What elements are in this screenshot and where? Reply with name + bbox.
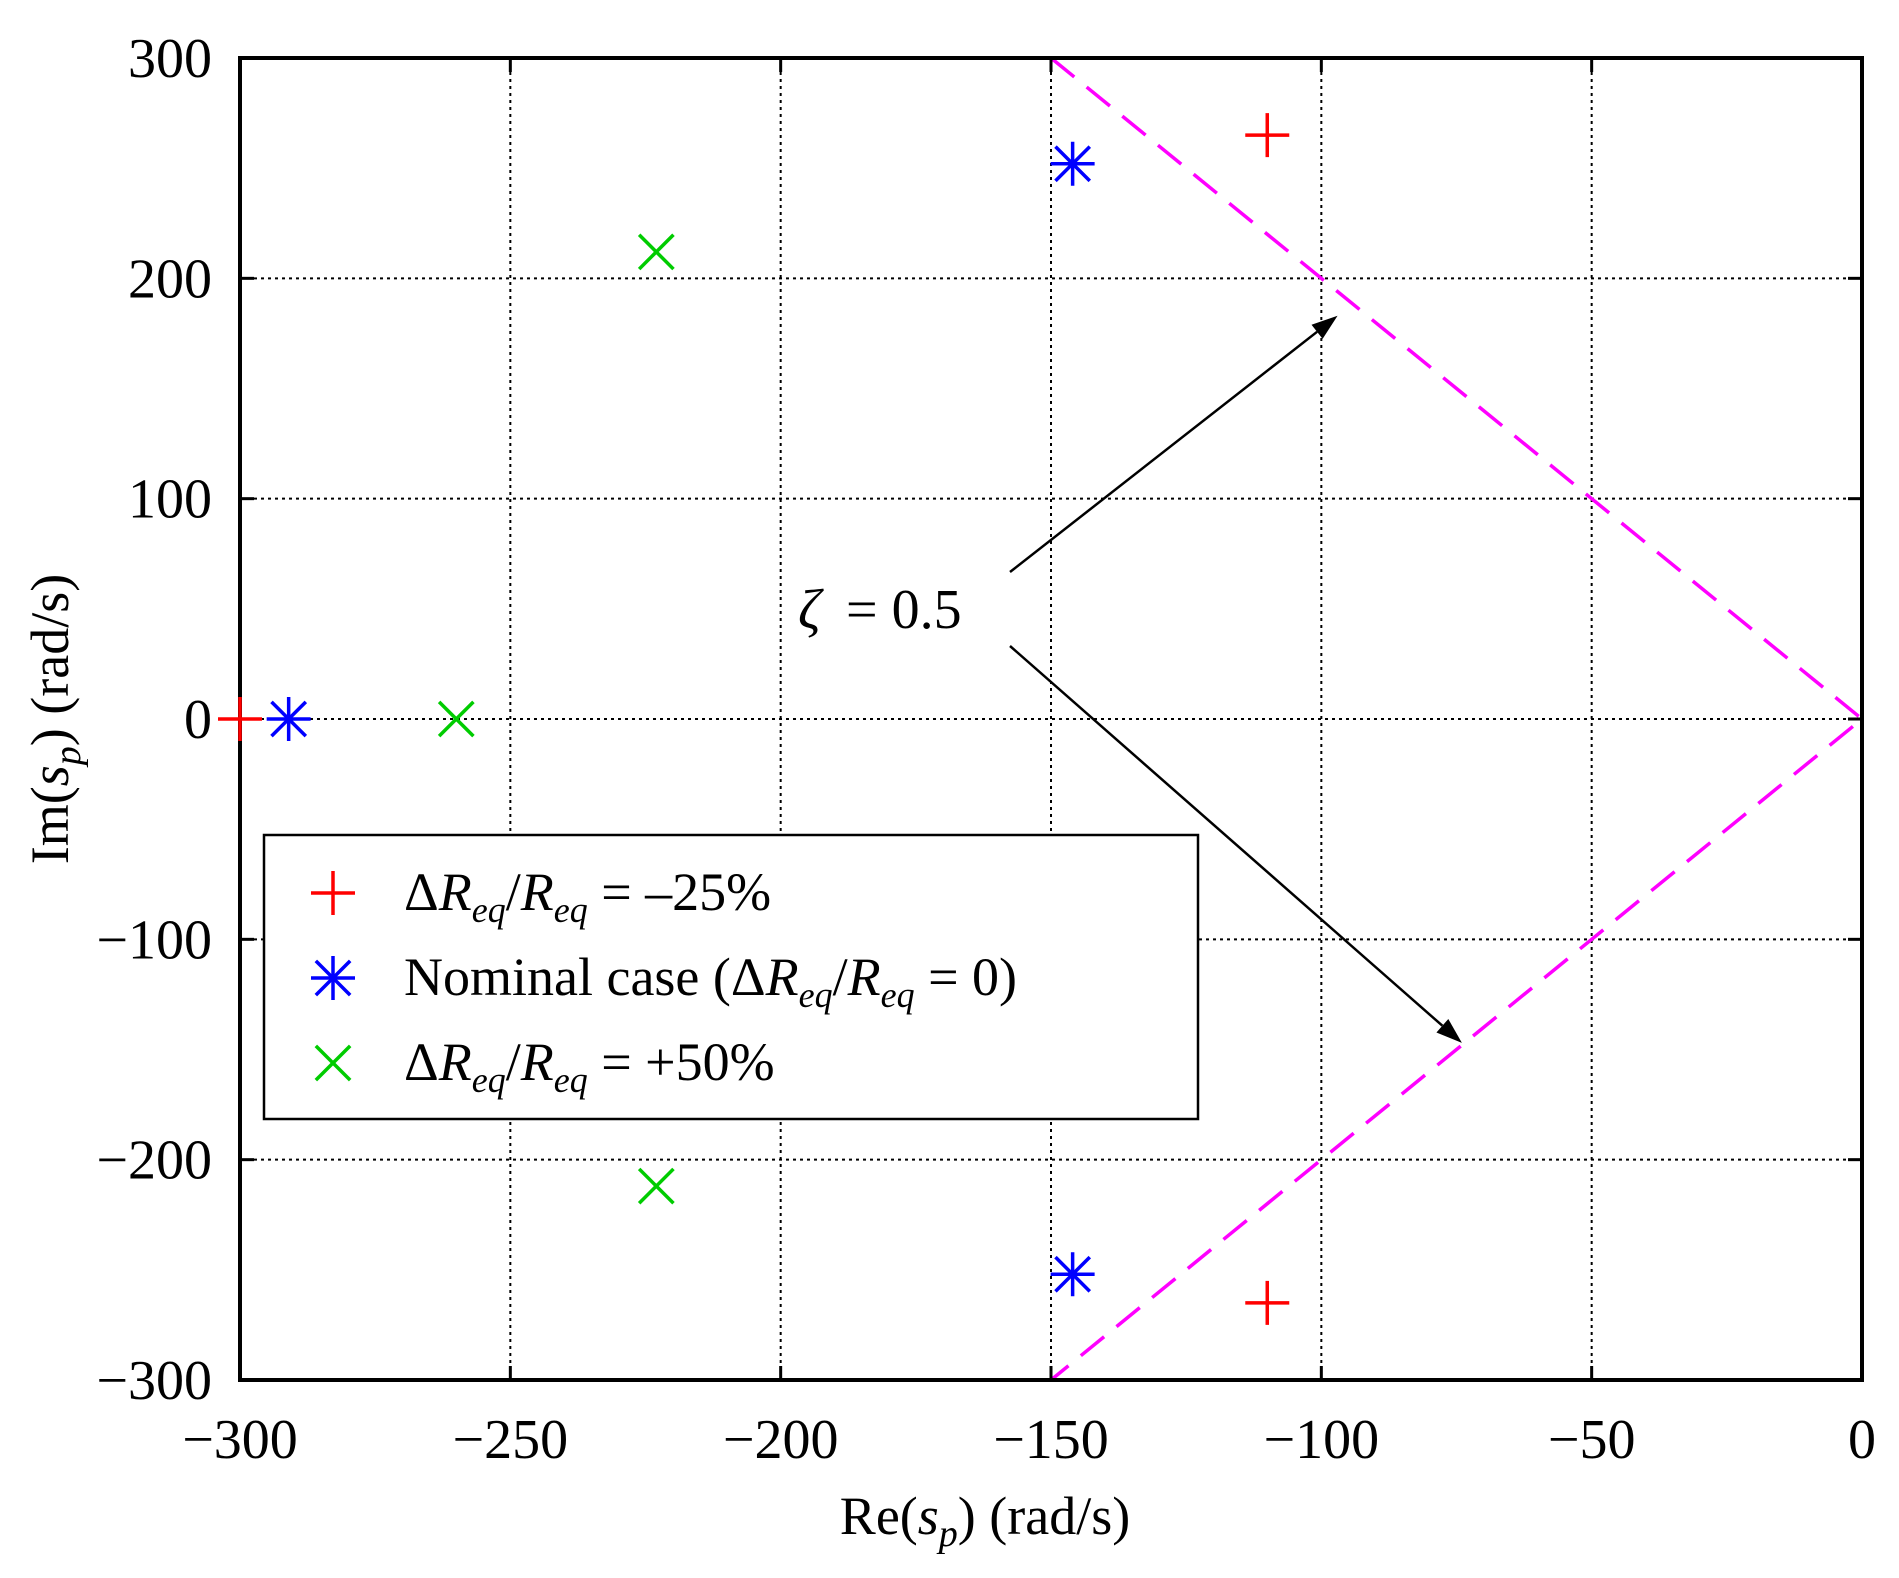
- legend-box: [262, 833, 1200, 1121]
- y-tick-label: 0: [184, 689, 212, 751]
- annotation-arrow-up: [1009, 330, 1318, 573]
- legend-marker-asterisk: [311, 956, 355, 1000]
- y-tick-label: 100: [128, 469, 212, 531]
- legend-marker-plus-glyph: [311, 871, 355, 915]
- zeta-damping-line: [1049, 56, 1865, 1382]
- x-tick-label: −150: [993, 1409, 1109, 1471]
- zeta-value: = 0.5: [846, 579, 962, 641]
- pole-point-x: [637, 233, 675, 271]
- y-axis-ticks: −300 −200 −100 0 100 200 300: [96, 28, 1862, 1412]
- pole-point-asterisk: [1050, 141, 1095, 186]
- data-points: [218, 113, 1290, 1325]
- pole-point-asterisk-stroke: [270, 700, 308, 738]
- zeta-symbol: ζ: [798, 579, 824, 641]
- y-tick-label: −300: [96, 1350, 212, 1412]
- pole-point-plus: [1245, 1280, 1290, 1325]
- pole-point-x-stroke: [637, 1167, 675, 1205]
- zeta-annotation: ζ = 0.5: [798, 315, 1462, 1043]
- legend-entry-nominal: Nominal case (ΔReq/Req = 0): [404, 947, 1017, 1015]
- pole-point-x: [637, 1167, 675, 1205]
- pole-point-x: [437, 700, 475, 738]
- y-tick-label: 300: [128, 28, 212, 90]
- x-tick-label: −300: [182, 1409, 298, 1471]
- annotation-arrowhead-down: [1436, 1018, 1462, 1043]
- legend-marker-x-glyph: [314, 1044, 352, 1082]
- x-tick-label: −200: [723, 1409, 839, 1471]
- y-axis-label: Im(sp) (rad/s): [20, 574, 89, 864]
- x-tick-label: −250: [453, 1409, 569, 1471]
- pole-point-plus: [218, 697, 262, 741]
- legend-marker-plus: [311, 871, 355, 915]
- y-tick-label: −200: [96, 1130, 212, 1192]
- pole-point-plus: [1245, 113, 1290, 158]
- pole-point-x-stroke: [637, 233, 675, 271]
- y-tick-label: 200: [128, 248, 212, 310]
- x-tick-label: 0: [1848, 1409, 1876, 1471]
- pole-point-asterisk: [1050, 1252, 1095, 1297]
- pole-point-asterisk-stroke: [1054, 1255, 1092, 1293]
- legend: ΔReq/Req = –25% Nominal case (ΔReq/Req =…: [262, 833, 1200, 1121]
- x-axis-label: Re(sp) (rad/s): [840, 1486, 1130, 1555]
- legend-entry-minus25: ΔReq/Req = –25%: [404, 862, 771, 930]
- y-tick-label: −100: [96, 909, 212, 971]
- annotation-arrowhead-up: [1311, 315, 1338, 339]
- pole-point-asterisk-stroke: [1054, 145, 1092, 183]
- pole-point-x-stroke: [437, 700, 475, 738]
- legend-marker-x-glyph-stroke: [314, 1044, 352, 1082]
- legend-marker-asterisk-glyph-stroke: [314, 959, 352, 997]
- grid-lines: [240, 58, 1862, 1380]
- legend-marker-x: [314, 1044, 352, 1082]
- damping-lines: [1049, 56, 1865, 1382]
- legend-marker-asterisk-glyph: [311, 956, 355, 1000]
- x-axis-ticks: −300 −250 −200 −150 −100 −50 0: [182, 58, 1876, 1471]
- annotation-arrow-down: [1009, 645, 1444, 1027]
- x-tick-label: −50: [1548, 1409, 1636, 1471]
- x-tick-label: −100: [1264, 1409, 1380, 1471]
- pole-point-asterisk: [266, 697, 311, 741]
- legend-entry-plus50: ΔReq/Req = +50%: [404, 1032, 775, 1100]
